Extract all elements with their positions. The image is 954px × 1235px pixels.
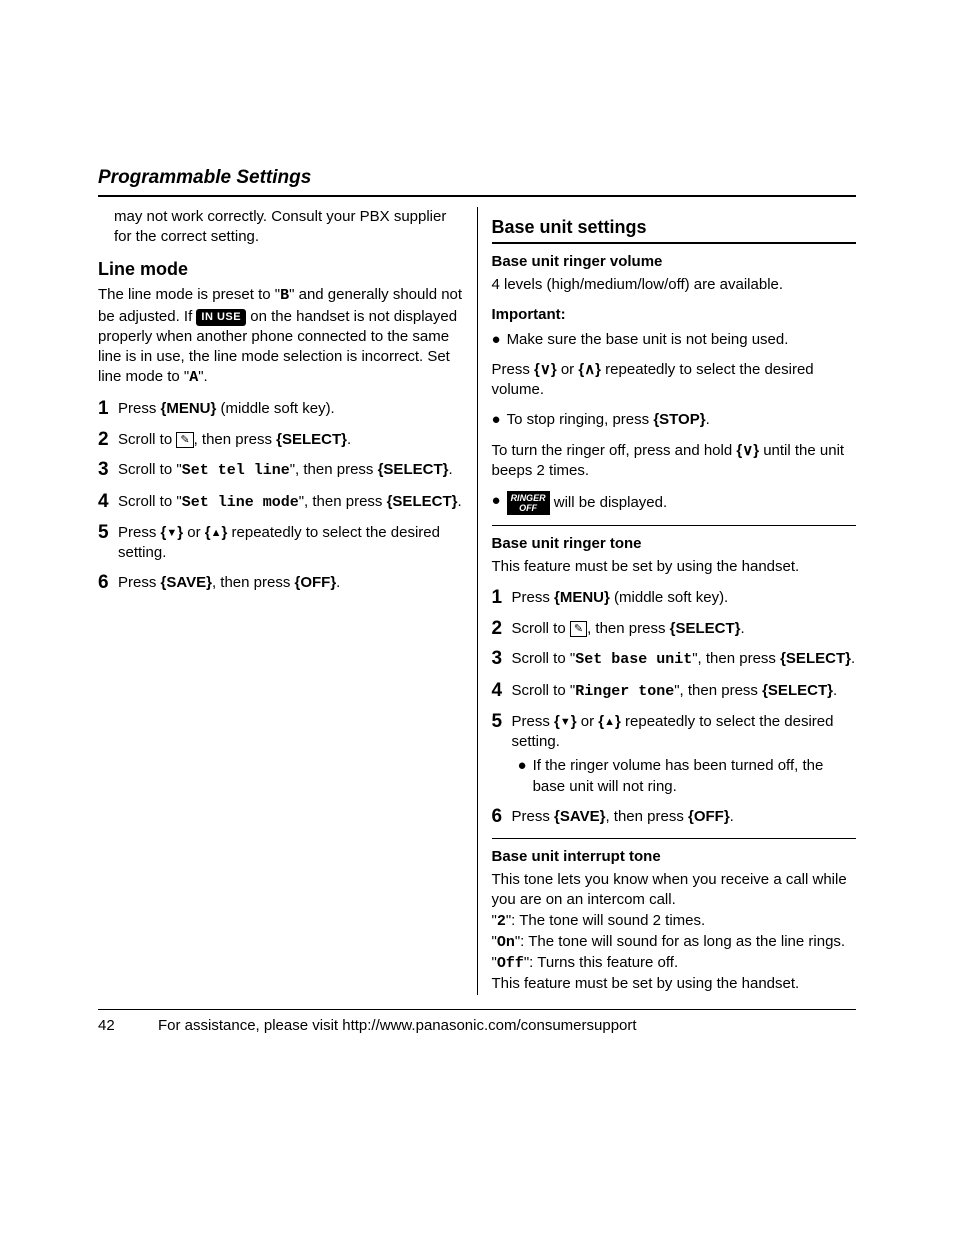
- bullet-icon: ●: [492, 491, 501, 511]
- section-title: Programmable Settings: [98, 165, 856, 197]
- stop-bullets: ● To stop ringing, press {STOP}.: [492, 410, 857, 430]
- step: 6 Press {SAVE}, then press {OFF}.: [98, 573, 463, 594]
- step-number: 4: [98, 492, 118, 513]
- ringer-off-text: To turn the ringer off, press and hold {…: [492, 441, 857, 482]
- page-container: Programmable Settings may not work corre…: [0, 0, 954, 1076]
- handset-icon: ✎: [176, 432, 193, 449]
- step-number: 4: [492, 681, 512, 702]
- line-mode-heading: Line mode: [98, 257, 463, 281]
- step: 3 Scroll to "Set base unit", then press …: [492, 649, 857, 670]
- step: 1 Press {MENU} (middle soft key).: [98, 399, 463, 420]
- footer-text: For assistance, please visit http://www.…: [148, 1016, 856, 1036]
- step: 5 Press {▼} or {▲} repeatedly to select …: [98, 523, 463, 564]
- target-value: A: [189, 369, 198, 386]
- divider: [492, 838, 857, 839]
- ringer-volume-heading: Base unit ringer volume: [492, 252, 857, 272]
- ringer-tone-text: This feature must be set by using the ha…: [492, 557, 857, 577]
- line-mode-steps: 1 Press {MENU} (middle soft key). 2 Scro…: [98, 399, 463, 595]
- step: 2 Scroll to ✎, then press {SELECT}.: [492, 619, 857, 640]
- important-bullets: ●Make sure the base unit is not being us…: [492, 330, 857, 350]
- step-number: 6: [98, 573, 118, 594]
- step-number: 6: [492, 807, 512, 828]
- step: 1 Press {MENU} (middle soft key).: [492, 588, 857, 609]
- down-key: {▼}: [554, 713, 577, 730]
- ringer-off-bullets: ● RINGEROFF will be displayed.: [492, 491, 857, 515]
- up-key: {▲}: [205, 524, 228, 541]
- step-number: 1: [492, 588, 512, 609]
- step-number: 3: [492, 649, 512, 670]
- bullet-item: ● To stop ringing, press {STOP}.: [492, 410, 857, 430]
- step: 5 Press {▼} or {▲} repeatedly to select …: [492, 712, 857, 797]
- step-number: 1: [98, 399, 118, 420]
- step-text: Press {SAVE}, then press {OFF}.: [118, 573, 463, 593]
- divider: [492, 525, 857, 526]
- step-text: Press {MENU} (middle soft key).: [512, 588, 857, 608]
- step-text: Scroll to "Ringer tone", then press {SEL…: [512, 681, 857, 702]
- up-key: {∧}: [578, 361, 601, 378]
- down-key: {∨}: [736, 442, 759, 459]
- text: To stop ringing, press {STOP}.: [507, 410, 710, 430]
- step-text: Scroll to "Set tel line", then press {SE…: [118, 460, 463, 481]
- step-text: Press {▼} or {▲} repeatedly to select th…: [118, 523, 463, 564]
- step: 3 Scroll to "Set tel line", then press {…: [98, 460, 463, 481]
- down-key: {▼}: [161, 524, 184, 541]
- text: The line mode is preset to ": [98, 286, 280, 303]
- bullet-item: ●Make sure the base unit is not being us…: [492, 330, 857, 350]
- line-mode-intro: The line mode is preset to "B" and gener…: [98, 285, 463, 388]
- step: 4 Scroll to "Ringer tone", then press {S…: [492, 681, 857, 702]
- ringer-tone-heading: Base unit ringer tone: [492, 534, 857, 554]
- ringer-off-icon: RINGEROFF: [507, 491, 550, 515]
- step-number: 5: [98, 523, 118, 544]
- text: ".: [198, 368, 208, 385]
- bullet-icon: ●: [492, 330, 501, 350]
- step: 6 Press {SAVE}, then press {OFF}.: [492, 807, 857, 828]
- step-number: 2: [98, 430, 118, 451]
- important-label: Important:: [492, 305, 857, 325]
- bullet-item: ● RINGEROFF will be displayed.: [492, 491, 857, 515]
- ringer-volume-text: 4 levels (high/medium/low/off) are avail…: [492, 275, 857, 295]
- step-text: Scroll to ✎, then press {SELECT}.: [512, 619, 857, 639]
- up-key: {▲}: [598, 713, 621, 730]
- step-number: 3: [98, 460, 118, 481]
- ringer-tone-steps: 1 Press {MENU} (middle soft key). 2 Scro…: [492, 588, 857, 828]
- step-text: Press {MENU} (middle soft key).: [118, 399, 463, 419]
- step-number: 5: [492, 712, 512, 733]
- step-text: Press {▼} or {▲} repeatedly to select th…: [512, 712, 857, 797]
- step-text: Scroll to ✎, then press {SELECT}.: [118, 430, 463, 450]
- volume-press-text: Press {∨} or {∧} repeatedly to select th…: [492, 360, 857, 401]
- preset-value: B: [280, 287, 289, 304]
- columns: may not work correctly. Consult your PBX…: [98, 207, 856, 995]
- continuation-text: may not work correctly. Consult your PBX…: [98, 207, 463, 248]
- step-text: Scroll to "Set line mode", then press {S…: [118, 492, 463, 513]
- text: RINGEROFF will be displayed.: [507, 491, 668, 515]
- page-number: 42: [98, 1016, 148, 1036]
- bullet-icon: ●: [492, 410, 501, 430]
- sub-bullet: ●If the ringer volume has been turned of…: [512, 756, 857, 797]
- in-use-icon: IN USE: [196, 309, 246, 326]
- step: 2 Scroll to ✎, then press {SELECT}.: [98, 430, 463, 451]
- left-column: may not work correctly. Consult your PBX…: [98, 207, 477, 995]
- base-unit-heading: Base unit settings: [492, 215, 857, 244]
- interrupt-text: This tone lets you know when you receive…: [492, 870, 857, 995]
- step-number: 2: [492, 619, 512, 640]
- step-text: Press {SAVE}, then press {OFF}.: [512, 807, 857, 827]
- step: 4 Scroll to "Set line mode", then press …: [98, 492, 463, 513]
- right-column: Base unit settings Base unit ringer volu…: [477, 207, 857, 995]
- handset-icon: ✎: [570, 621, 587, 638]
- down-key: {∨}: [534, 361, 557, 378]
- interrupt-tone-heading: Base unit interrupt tone: [492, 847, 857, 867]
- step-text: Scroll to "Set base unit", then press {S…: [512, 649, 857, 670]
- footer: 42 For assistance, please visit http://w…: [98, 1009, 856, 1036]
- bullet-icon: ●: [518, 756, 527, 776]
